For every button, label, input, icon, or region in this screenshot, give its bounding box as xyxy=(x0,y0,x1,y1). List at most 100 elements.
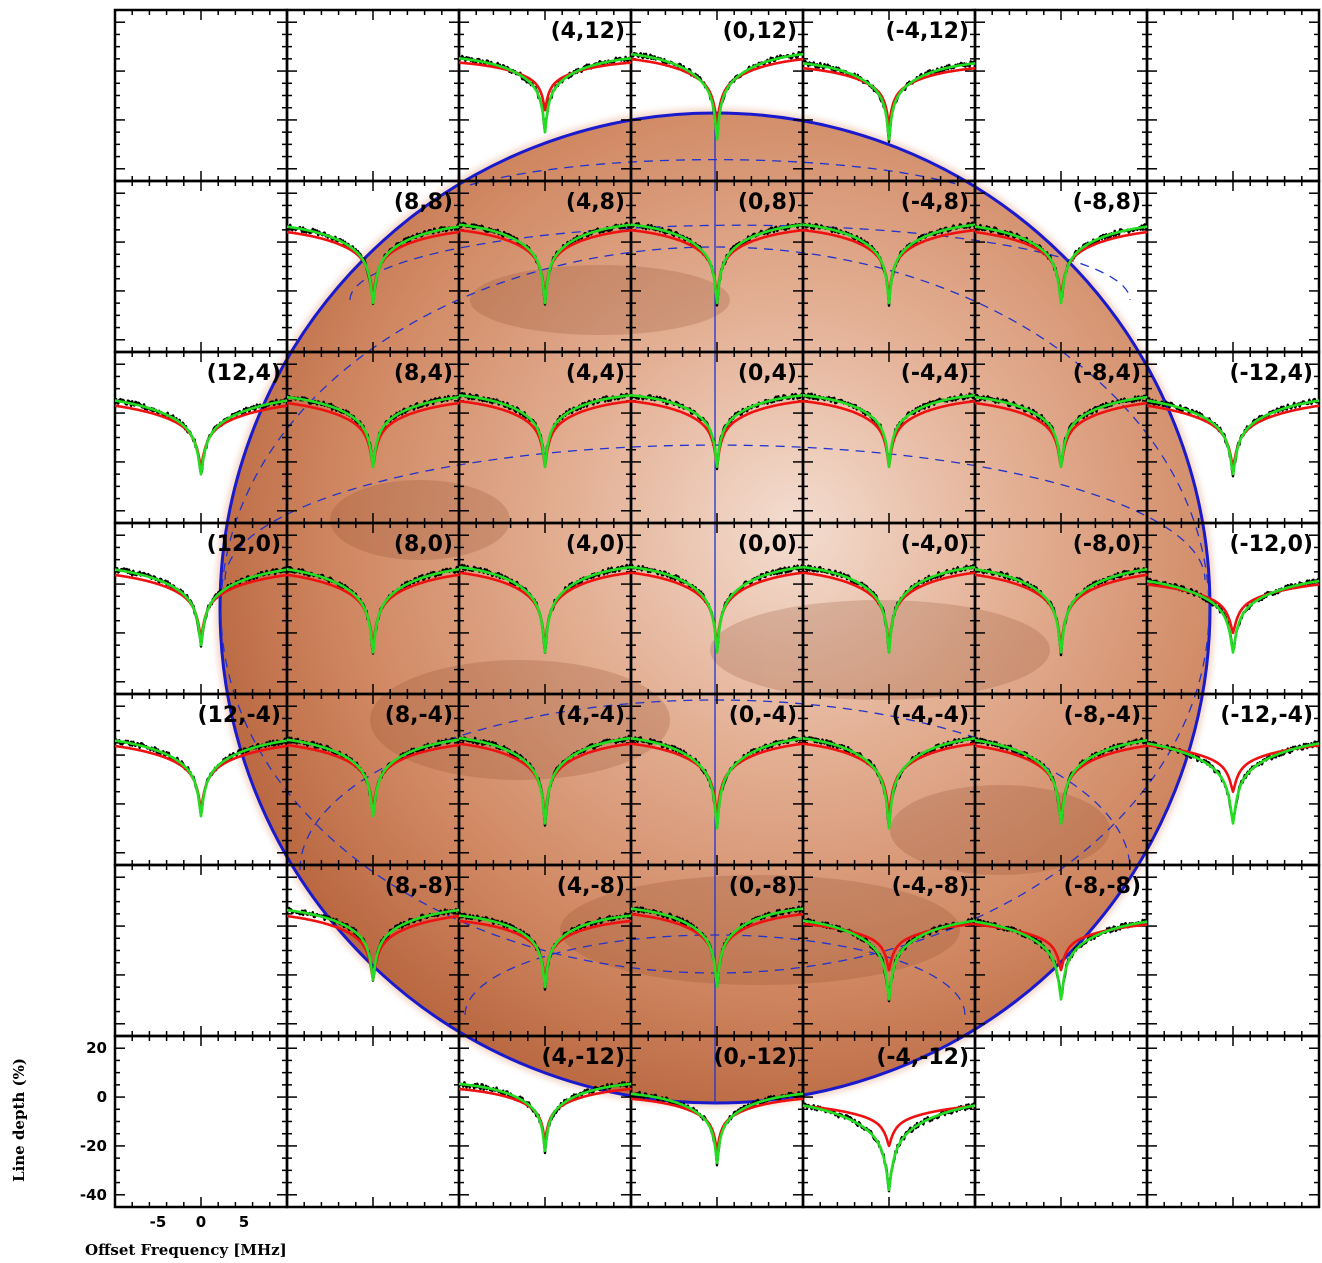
spectrum-panel: (0,4) xyxy=(630,361,804,471)
panel-label: (0,-12) xyxy=(713,1045,797,1070)
panel-label: (8,0) xyxy=(394,532,453,557)
model-spectrum-red xyxy=(458,61,632,112)
model-spectrum-green xyxy=(802,1104,976,1192)
spectrum-panel: (12,4) xyxy=(113,361,288,476)
x-tick-label: 5 xyxy=(239,1213,249,1231)
panel-frame xyxy=(973,1034,1149,1209)
panel-border xyxy=(1145,863,1321,1038)
panel-label: (4,4) xyxy=(566,361,625,386)
panel-label: (8,-4) xyxy=(385,703,453,728)
spectrum-panel: (-4,-4) xyxy=(801,703,977,830)
panel-ticks xyxy=(975,1036,1147,1207)
panel-border xyxy=(1145,179,1321,354)
model-spectrum-green xyxy=(630,907,804,989)
spectrum-panel: (0,-4) xyxy=(629,703,805,830)
panel-border xyxy=(113,863,289,1038)
spectrum-panel: (-8,8) xyxy=(974,190,1149,305)
model-spectrum-green xyxy=(114,739,288,818)
panel-border xyxy=(113,179,289,354)
panel-ticks xyxy=(287,10,459,181)
model-spectrum-red xyxy=(802,66,976,127)
spectrum-panel: (-4,8) xyxy=(802,190,977,307)
observed-spectrum xyxy=(802,1102,976,1193)
panel-ticks xyxy=(115,865,287,1036)
model-spectrum-green xyxy=(286,568,460,654)
panel-border xyxy=(1145,1034,1321,1209)
model-spectrum-green xyxy=(630,394,804,469)
panel-label: (4,-12) xyxy=(541,1045,625,1070)
model-spectrum-green xyxy=(802,737,976,830)
panel-ticks xyxy=(975,10,1147,181)
model-spectrum-green xyxy=(458,1082,632,1153)
spectrum-panel: (4,12) xyxy=(457,19,632,134)
planet-surface-features xyxy=(330,265,1110,985)
panel-label: (8,4) xyxy=(394,361,453,386)
panel-ticks xyxy=(1147,865,1319,1036)
model-spectrum-green xyxy=(1146,579,1320,654)
model-spectrum-green xyxy=(286,395,460,469)
panel-border xyxy=(1145,8,1321,183)
panel-label: (-4,8) xyxy=(901,190,969,215)
model-spectrum-green xyxy=(114,568,288,647)
panel-label: (12,0) xyxy=(207,532,281,557)
spectrum-panel: (8,0) xyxy=(285,532,460,655)
panel-frame xyxy=(113,1034,289,1209)
observed-spectrum xyxy=(802,221,977,307)
panel-ticks xyxy=(803,181,975,352)
panel-label: (8,8) xyxy=(394,190,453,215)
model-spectrum-red xyxy=(458,1087,632,1143)
spectrum-panel: (-8,0) xyxy=(974,532,1148,657)
panel-ticks xyxy=(287,181,459,352)
spectrum-panel: (8,-8) xyxy=(285,874,460,982)
model-spectrum-green xyxy=(1146,742,1320,825)
spectrum-panel: (-8,4) xyxy=(974,361,1148,469)
panel-ticks xyxy=(975,523,1147,694)
x-tick-label: -5 xyxy=(150,1213,167,1231)
model-spectrum-red xyxy=(802,1104,976,1148)
model-spectrum-red xyxy=(1146,583,1320,635)
spectrum-panel: (4,-12) xyxy=(458,1045,632,1155)
model-spectrum-green xyxy=(974,395,1148,469)
panel-label: (-4,4) xyxy=(901,361,969,386)
panel-frame xyxy=(113,863,289,1038)
panel-label: (4,-8) xyxy=(557,874,625,899)
model-spectrum-green xyxy=(630,223,804,305)
panel-border xyxy=(113,1034,289,1209)
panel-label: (4,12) xyxy=(551,19,625,44)
spectrum-panel: (12,0) xyxy=(113,532,289,648)
spectrum-panel: (-12,0) xyxy=(1145,532,1321,654)
spectrum-panel: (-4,-12) xyxy=(802,1045,976,1193)
model-spectrum-green xyxy=(458,57,632,134)
panel-label: (0,8) xyxy=(738,190,797,215)
spectrum-panel: (8,4) xyxy=(286,361,461,469)
spectrum-panel: (-8,-8) xyxy=(974,874,1149,1001)
model-spectrum-green xyxy=(1146,399,1320,476)
panel-ticks xyxy=(1147,181,1319,352)
panel-label: (4,8) xyxy=(566,190,625,215)
model-spectrum-green xyxy=(286,738,460,818)
panel-ticks xyxy=(1147,352,1319,523)
model-spectrum-green xyxy=(630,737,804,830)
panel-label: (-8,8) xyxy=(1073,190,1141,215)
spectrum-panel: (-4,0) xyxy=(802,532,976,654)
panel-label: (0,12) xyxy=(723,19,797,44)
model-spectrum-green xyxy=(286,908,460,982)
panel-frame xyxy=(113,8,289,183)
panel-border xyxy=(973,1034,1149,1209)
panel-frame xyxy=(285,8,461,183)
panel-ticks xyxy=(631,865,803,1036)
spectrum-panel: (-12,-4) xyxy=(1146,703,1321,825)
model-spectrum-green xyxy=(630,565,804,654)
model-spectrum-red xyxy=(630,1097,804,1153)
spectrum-panel: (0,8) xyxy=(629,190,805,307)
panel-label: (-12,-4) xyxy=(1220,703,1313,728)
panel-ticks xyxy=(459,181,631,352)
model-spectrum-green xyxy=(458,223,632,305)
spectrum-panel: (0,0) xyxy=(630,532,805,654)
panel-label: (0,4) xyxy=(738,361,797,386)
panel-frame xyxy=(1145,179,1321,354)
panel-label: (-8,-8) xyxy=(1064,874,1141,899)
y-tick-label: -40 xyxy=(80,1186,107,1204)
panel-label: (4,0) xyxy=(566,532,625,557)
panel-ticks xyxy=(115,10,287,181)
